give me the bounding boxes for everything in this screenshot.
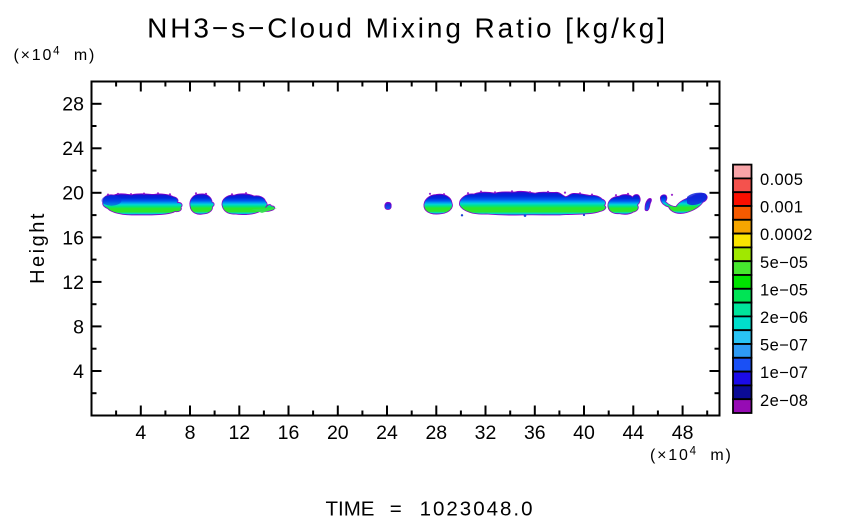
svg-text:0.001: 0.001 [760, 199, 803, 217]
svg-text:0.005: 0.005 [760, 171, 803, 189]
svg-text:1023048.0: 1023048.0 [420, 498, 535, 519]
svg-text:28: 28 [425, 422, 447, 444]
svg-text:12: 12 [62, 272, 84, 294]
svg-text:(×104 m): (×104 m) [650, 446, 733, 465]
svg-text:32: 32 [475, 422, 497, 444]
svg-text:4: 4 [135, 422, 146, 444]
svg-text:44: 44 [622, 422, 644, 444]
svg-text:28: 28 [62, 94, 84, 116]
svg-text:0.0002: 0.0002 [760, 226, 813, 244]
svg-text:(×104 m): (×104 m) [14, 46, 97, 65]
svg-text:2e−06: 2e−06 [760, 309, 808, 327]
svg-text:5e−05: 5e−05 [760, 254, 808, 272]
svg-text:NH3−s−Cloud Mixing Ratio [kg/k: NH3−s−Cloud Mixing Ratio [kg/kg] [147, 13, 668, 44]
svg-text:16: 16 [62, 227, 84, 249]
svg-text:16: 16 [278, 422, 300, 444]
svg-text:36: 36 [524, 422, 546, 444]
svg-text:2e−08: 2e−08 [760, 392, 808, 410]
svg-text:1e−05: 1e−05 [760, 281, 808, 299]
svg-text:48: 48 [672, 422, 694, 444]
svg-text:20: 20 [327, 422, 349, 444]
svg-text:5e−07: 5e−07 [760, 337, 808, 355]
svg-text:=: = [390, 498, 402, 519]
svg-text:24: 24 [376, 422, 398, 444]
svg-text:12: 12 [228, 422, 250, 444]
svg-text:20: 20 [62, 183, 84, 205]
svg-text:8: 8 [185, 422, 196, 444]
svg-text:TIME: TIME [326, 498, 375, 519]
svg-text:8: 8 [73, 316, 84, 338]
svg-text:Height: Height [27, 211, 49, 284]
svg-text:4: 4 [73, 361, 84, 383]
svg-text:1e−07: 1e−07 [760, 364, 808, 382]
svg-text:24: 24 [62, 138, 84, 160]
svg-text:40: 40 [573, 422, 595, 444]
